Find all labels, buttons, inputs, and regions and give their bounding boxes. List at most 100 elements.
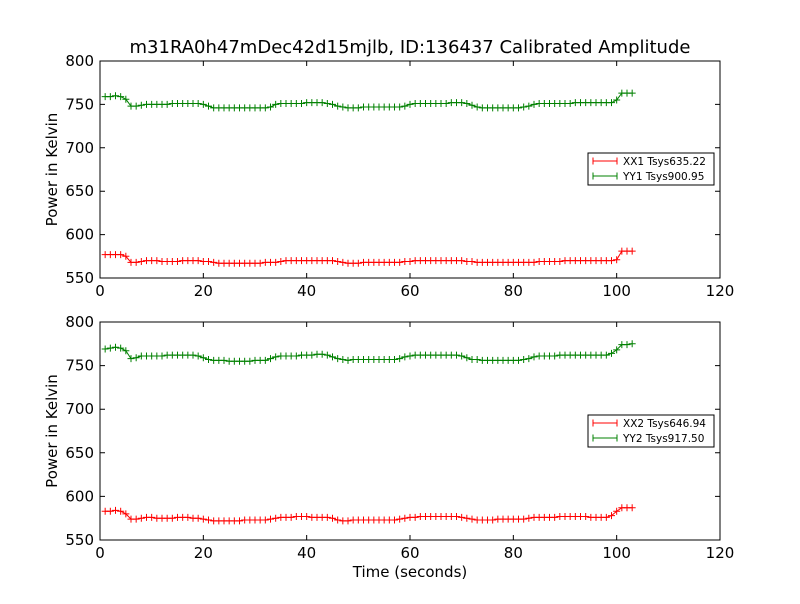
data-point xyxy=(122,252,130,260)
y-tick-label: 600 xyxy=(65,487,94,505)
data-point xyxy=(323,513,331,521)
data-point xyxy=(344,517,352,525)
data-point xyxy=(189,351,197,359)
data-point xyxy=(628,340,636,348)
data-point xyxy=(329,353,336,361)
x-tick-label: 100 xyxy=(602,282,631,300)
data-point xyxy=(277,258,285,266)
legend-box xyxy=(587,152,715,186)
data-point xyxy=(267,355,274,363)
data-point xyxy=(458,352,466,360)
data-point xyxy=(256,259,264,267)
x-tick-label: 120 xyxy=(706,282,735,300)
x-tick-label: 60 xyxy=(400,544,419,562)
data-point xyxy=(628,89,636,97)
data-point xyxy=(112,343,119,351)
data-point xyxy=(117,344,125,352)
data-point xyxy=(117,251,125,259)
data-point xyxy=(354,104,362,112)
data-point xyxy=(132,354,140,362)
data-point xyxy=(628,504,636,512)
y-axis-label: Power in Kelvin xyxy=(43,113,61,227)
data-point xyxy=(318,350,326,358)
y-tick-label: 600 xyxy=(65,226,94,244)
data-point xyxy=(339,103,347,111)
data-point xyxy=(458,513,466,521)
x-tick-label: 80 xyxy=(504,282,523,300)
x-axis-label: Time (seconds) xyxy=(352,563,468,581)
data-point xyxy=(468,515,476,523)
bottom-subplot: 0 20 40 60 80 100 120 550 600 650 700 750 800 Power i… xyxy=(43,313,734,562)
x-tick-label: 120 xyxy=(706,544,735,562)
x-tick-label: 20 xyxy=(194,544,213,562)
x-tick-label: 80 xyxy=(504,544,523,562)
data-point xyxy=(344,356,352,364)
data-point xyxy=(530,100,538,108)
data-point xyxy=(272,353,280,361)
data-point xyxy=(137,258,145,266)
data-point xyxy=(463,100,471,108)
data-point xyxy=(106,344,114,352)
data-point xyxy=(137,101,145,109)
y-tick-label: 750 xyxy=(65,357,94,375)
data-point xyxy=(339,355,347,363)
data-point xyxy=(406,100,414,108)
data-point xyxy=(199,515,207,523)
data-point xyxy=(463,354,471,362)
legend-entry: YY2 Tsys917.50 xyxy=(592,433,704,445)
data-point xyxy=(101,345,109,353)
data-point xyxy=(334,102,342,110)
data-point xyxy=(608,257,615,265)
data-point xyxy=(106,507,114,515)
data-point xyxy=(628,247,636,255)
legend-label: YY2 Tsys917.50 xyxy=(622,433,704,445)
legend-marker xyxy=(592,172,618,180)
y-tick-label: 650 xyxy=(65,444,94,462)
data-point xyxy=(267,103,274,111)
data-point xyxy=(246,357,254,365)
data-point xyxy=(272,258,280,266)
data-point xyxy=(551,352,559,360)
data-point xyxy=(298,100,305,108)
data-point xyxy=(401,514,409,522)
legend-entry: XX1 Tsys635.22 xyxy=(592,156,706,168)
data-point xyxy=(339,258,347,266)
data-point xyxy=(613,96,621,104)
data-point xyxy=(106,93,114,101)
data-point xyxy=(236,517,243,525)
data-point xyxy=(122,95,130,103)
data-point xyxy=(334,516,342,524)
data-point xyxy=(112,92,119,100)
y-axis-label: Power in Kelvin xyxy=(43,374,61,488)
data-point xyxy=(458,257,466,265)
data-point xyxy=(168,514,176,522)
data-point xyxy=(608,512,615,520)
data-point xyxy=(174,258,181,266)
data-point xyxy=(463,514,471,522)
x-tick-label: 0 xyxy=(95,282,105,300)
data-point xyxy=(267,515,274,523)
series-2-1 xyxy=(101,504,636,525)
data-point xyxy=(613,256,621,264)
data-point xyxy=(329,514,336,522)
data-point xyxy=(608,99,615,107)
legend: XX1 Tsys635.22 YY1 Tsys900.95 xyxy=(587,152,715,186)
legend-entry: YY1 Tsys900.95 xyxy=(592,171,704,183)
data-point xyxy=(396,103,404,111)
y-tick-label: 800 xyxy=(65,313,94,331)
data-point xyxy=(205,355,212,363)
data-point xyxy=(396,258,404,266)
data-point xyxy=(334,258,342,266)
series-1-1 xyxy=(101,247,636,267)
data-point xyxy=(132,258,140,266)
legend-marker xyxy=(592,434,618,442)
data-point xyxy=(117,93,125,101)
data-point xyxy=(473,355,481,363)
data-point xyxy=(158,352,166,360)
data-point xyxy=(354,259,362,267)
data-point xyxy=(292,352,300,360)
legend-entry: XX2 Tsys646.94 xyxy=(592,418,706,430)
data-point xyxy=(515,104,522,112)
data-point xyxy=(623,341,631,349)
